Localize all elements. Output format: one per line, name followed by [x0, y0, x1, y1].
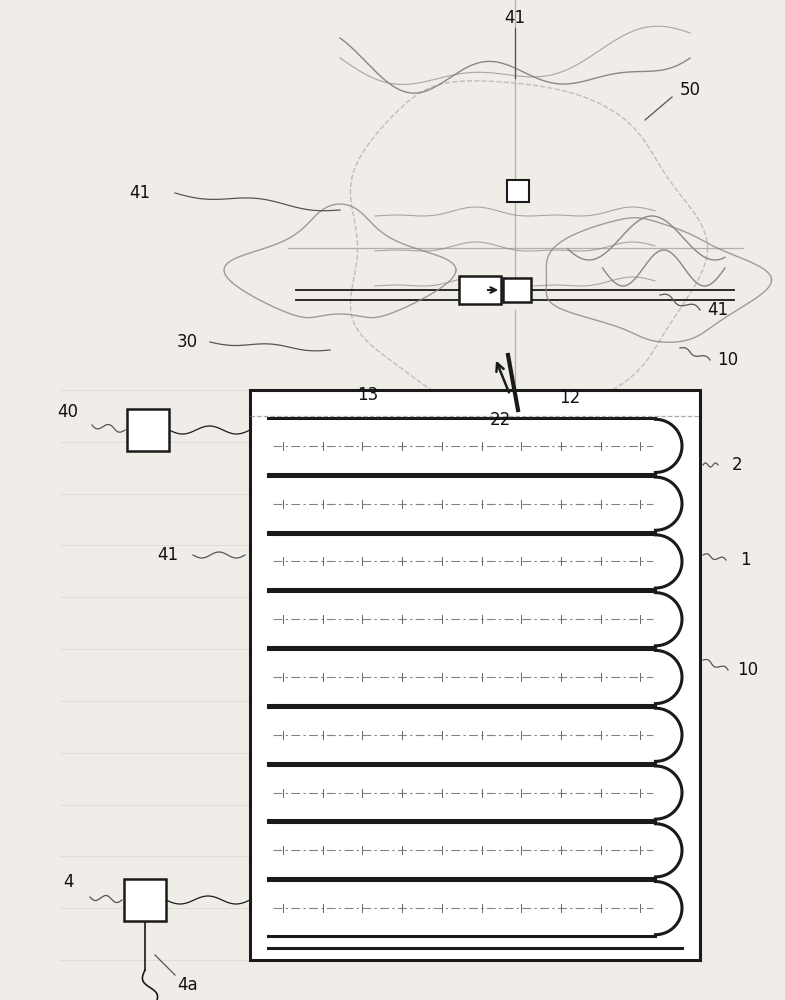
Text: 4: 4: [63, 873, 73, 891]
Text: 41: 41: [158, 546, 178, 564]
Text: 41: 41: [505, 9, 526, 27]
Text: 30: 30: [177, 333, 198, 351]
Bar: [507, 180, 529, 202]
Bar: [459, 276, 501, 304]
Bar: [124, 879, 166, 921]
Text: 2: 2: [732, 456, 743, 474]
Bar: [250, 390, 700, 960]
Text: 22: 22: [489, 411, 510, 429]
Text: 10: 10: [717, 351, 739, 369]
Text: 12: 12: [560, 389, 581, 407]
Text: 40: 40: [57, 403, 78, 421]
Text: 10: 10: [737, 661, 758, 679]
Text: 41: 41: [130, 184, 151, 202]
Text: 4a: 4a: [177, 976, 199, 994]
Bar: [503, 278, 531, 302]
Text: 13: 13: [357, 386, 378, 404]
Bar: [127, 409, 169, 451]
Text: 41: 41: [707, 301, 728, 319]
Text: 1: 1: [739, 551, 750, 569]
Text: 50: 50: [680, 81, 700, 99]
